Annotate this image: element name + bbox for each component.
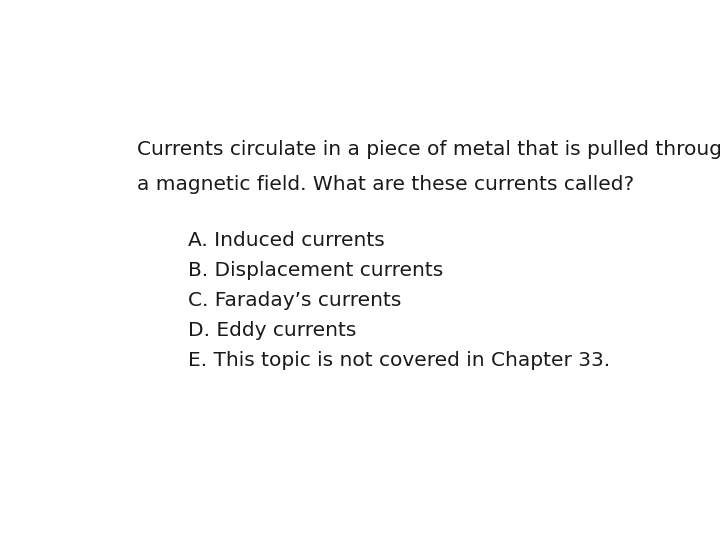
Text: D. Eddy currents: D. Eddy currents [188, 321, 356, 340]
Text: Currents circulate in a piece of metal that is pulled through: Currents circulate in a piece of metal t… [138, 140, 720, 159]
Text: B. Displacement currents: B. Displacement currents [188, 261, 443, 280]
Text: E. This topic is not covered in Chapter 33.: E. This topic is not covered in Chapter … [188, 351, 610, 370]
Text: C. Faraday’s currents: C. Faraday’s currents [188, 291, 401, 310]
Text: A. Induced currents: A. Induced currents [188, 231, 384, 250]
Text: a magnetic field. What are these currents called?: a magnetic field. What are these current… [138, 175, 634, 194]
